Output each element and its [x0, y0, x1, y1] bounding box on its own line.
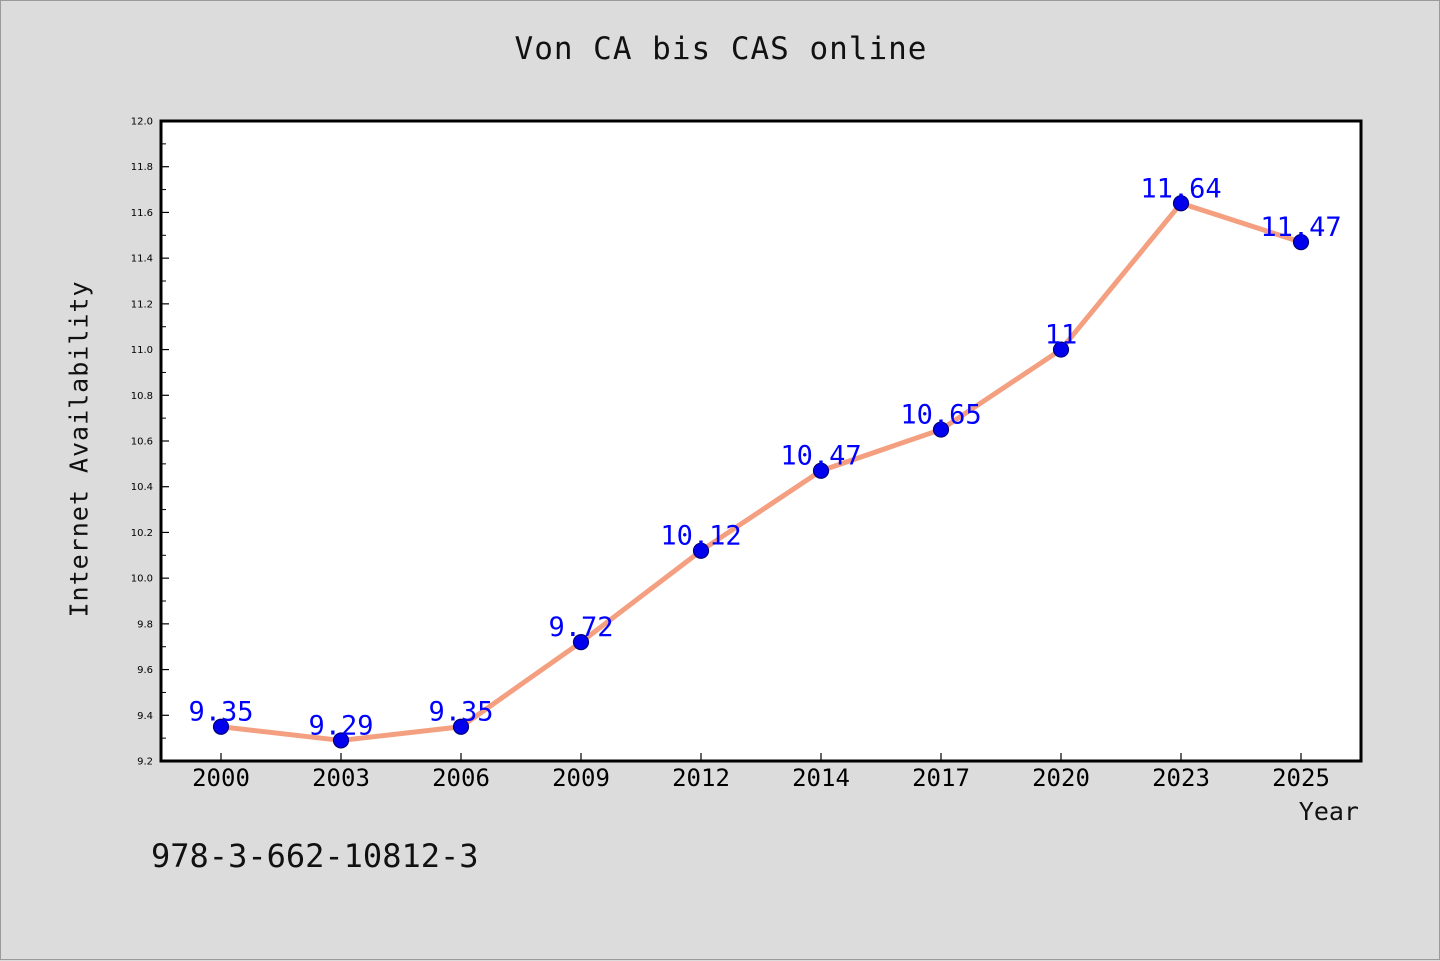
y-tick-label: 10.4	[131, 482, 153, 493]
data-label: 10.47	[780, 441, 861, 472]
data-label: 11.47	[1260, 212, 1341, 243]
data-point	[932, 421, 950, 438]
data-point	[812, 462, 830, 479]
data-label: 9.35	[428, 697, 493, 728]
y-tick-label: 9.8	[137, 619, 153, 630]
y-tick-label: 12.0	[131, 117, 153, 128]
data-point	[1292, 234, 1310, 251]
data-label: 11.64	[1140, 173, 1221, 204]
data-point	[212, 718, 230, 735]
y-tick-label: 10.2	[131, 528, 153, 539]
y-tick-label: 11.0	[131, 345, 153, 356]
y-tick-label: 11.8	[131, 162, 153, 173]
x-tick-label: 2023	[1152, 764, 1210, 792]
x-tick-label: 2020	[1032, 764, 1090, 792]
x-tick-label: 2006	[432, 764, 490, 792]
data-label: 9.72	[548, 612, 613, 643]
chart-title: Von CA bis CAS online	[514, 31, 928, 67]
x-tick-label: 2012	[672, 764, 730, 792]
x-tick-label: 2017	[912, 764, 970, 792]
x-tick-label: 2009	[552, 764, 610, 792]
y-tick-label: 10.8	[131, 391, 153, 402]
x-tick-label: 2025	[1272, 764, 1330, 792]
data-point	[692, 542, 710, 559]
y-tick-label: 11.4	[131, 254, 153, 265]
data-point	[1052, 341, 1070, 358]
y-tick-label: 11.2	[131, 299, 153, 310]
isbn-caption: 978-3-662-10812-3	[151, 837, 479, 875]
data-point	[572, 634, 590, 651]
data-label: 10.12	[660, 521, 741, 552]
data-point	[452, 718, 470, 735]
x-tick-label: 2014	[792, 764, 850, 792]
y-tick-label: 10.0	[131, 574, 153, 585]
y-tick-label: 9.6	[137, 665, 153, 676]
plot-frame	[159, 119, 1363, 763]
data-label: 9.29	[308, 710, 373, 741]
y-tick-label: 9.4	[137, 711, 153, 722]
y-tick-label: 10.6	[131, 437, 153, 448]
series-line	[218, 200, 1304, 743]
y-tick-label: 11.6	[131, 208, 153, 219]
y-tick-label: 9.2	[137, 757, 153, 768]
data-point	[332, 732, 350, 749]
data-label: 11	[1045, 320, 1078, 351]
x-tick-label: 2000	[192, 764, 250, 792]
data-label: 9.35	[188, 697, 253, 728]
data-label: 10.65	[900, 400, 981, 431]
x-axis-label: Year	[1298, 797, 1359, 826]
x-tick-label: 2003	[312, 764, 370, 792]
data-point	[1172, 195, 1190, 212]
